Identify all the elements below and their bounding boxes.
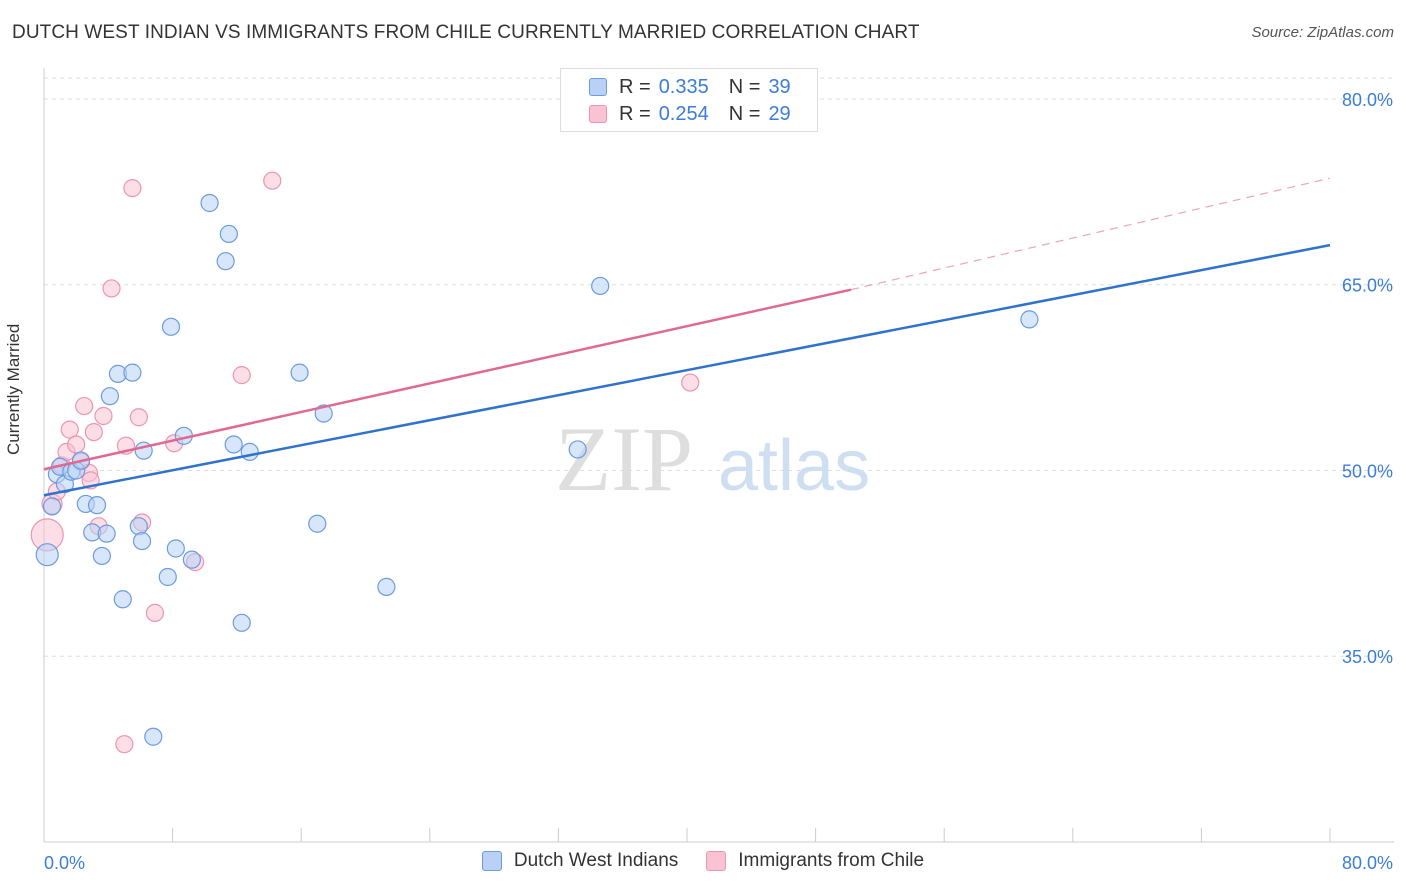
dutch-point — [182, 550, 201, 569]
dutch-point — [314, 404, 333, 423]
y-tick-label: 80.0% — [1342, 90, 1393, 110]
chile-point — [263, 171, 282, 190]
dutch-point — [123, 363, 142, 382]
legend-n-label: N = — [728, 75, 761, 98]
dutch-point — [377, 577, 396, 596]
chile-point — [84, 422, 103, 442]
dutch-point — [144, 727, 163, 746]
dutch-point — [158, 567, 177, 587]
y-tick-label: 65.0% — [1342, 276, 1393, 296]
dutch-point — [42, 497, 62, 516]
legend-r-label: R = — [619, 102, 651, 125]
axes — [43, 68, 1394, 843]
chile-trend-extension — [850, 177, 1331, 291]
chile-point — [67, 435, 86, 454]
legend-item-dutch[interactable]: Dutch West Indians — [481, 850, 679, 872]
chile-point — [102, 279, 121, 298]
dutch-point — [35, 543, 59, 567]
chart-title: DUTCH WEST INDIAN VS IMMIGRANTS FROM CHI… — [12, 22, 920, 43]
chile-point — [123, 179, 142, 198]
watermark-zip: ZIP — [555, 408, 693, 510]
legend-label-chile: Immigrants from Chile — [738, 850, 925, 871]
grid-lines — [44, 77, 1394, 657]
chile-point — [94, 406, 113, 426]
stats-legend: R = 0.335 N = 39 R = 0.254 N = 29 — [560, 68, 818, 132]
dutch-point — [113, 590, 132, 609]
chile-trend-line — [43, 288, 852, 471]
dutch-point — [92, 546, 111, 566]
legend-label-dutch: Dutch West Indians — [513, 850, 679, 871]
series-legend: Dutch West Indians Immigrants from Chile — [0, 850, 1406, 872]
legend-swatch-chile — [589, 105, 607, 123]
dutch-point — [166, 539, 185, 558]
chile-point — [75, 396, 94, 416]
series-dutch-points — [35, 193, 1039, 746]
dutch-trend-line — [43, 243, 1331, 497]
dutch-point — [224, 435, 243, 454]
dutch-point — [219, 224, 238, 244]
legend-row-chile: R = 0.254 N = 29 — [589, 101, 811, 127]
y-tick-label: 50.0% — [1342, 461, 1393, 481]
legend-n-label: N = — [728, 102, 761, 125]
dutch-point — [129, 517, 148, 536]
legend-row-dutch: R = 0.335 N = 39 — [589, 74, 811, 100]
legend-n-value: 39 — [768, 75, 791, 98]
x-tick-label: 0.0% — [44, 853, 85, 873]
dutch-point — [232, 613, 251, 632]
legend-r-value: 0.254 — [658, 102, 709, 125]
dutch-point — [97, 524, 116, 543]
legend-n-value: 29 — [768, 102, 791, 125]
legend-swatch-dutch — [481, 851, 502, 871]
dutch-point — [87, 496, 107, 515]
dutch-point — [290, 363, 309, 382]
dutch-point — [1020, 310, 1039, 329]
dutch-point — [308, 514, 327, 533]
legend-item-chile[interactable]: Immigrants from Chile — [706, 850, 924, 872]
dutch-point — [568, 440, 587, 459]
watermark-atlas: atlas — [718, 426, 870, 506]
y-axis-label: Currently Married — [4, 323, 23, 455]
legend-swatch-dutch — [589, 78, 607, 96]
chile-point — [115, 735, 134, 754]
watermark: ZIP atlas — [555, 408, 870, 510]
legend-r-value: 0.335 — [658, 75, 709, 98]
tick-labels: 35.0% 50.0% 65.0% 80.0% 0.0% 80.0% — [44, 90, 1393, 873]
legend-swatch-chile — [706, 851, 727, 871]
dutch-point — [200, 193, 219, 213]
y-tick-label: 35.0% — [1342, 647, 1393, 667]
dutch-point — [161, 317, 181, 336]
source-label: Source: ZipAtlas.com — [1251, 24, 1394, 41]
chile-point — [232, 366, 251, 385]
dutch-point — [216, 252, 235, 271]
trend-lines — [43, 177, 1331, 497]
chile-point — [145, 603, 165, 622]
dutch-point — [132, 531, 152, 551]
legend-r-label: R = — [619, 75, 651, 98]
dutch-point — [591, 276, 610, 296]
dutch-point — [100, 387, 120, 406]
chile-point — [681, 373, 700, 392]
x-tick-label: 80.0% — [1342, 853, 1393, 873]
dutch-point — [240, 442, 259, 462]
chile-point — [129, 408, 148, 427]
